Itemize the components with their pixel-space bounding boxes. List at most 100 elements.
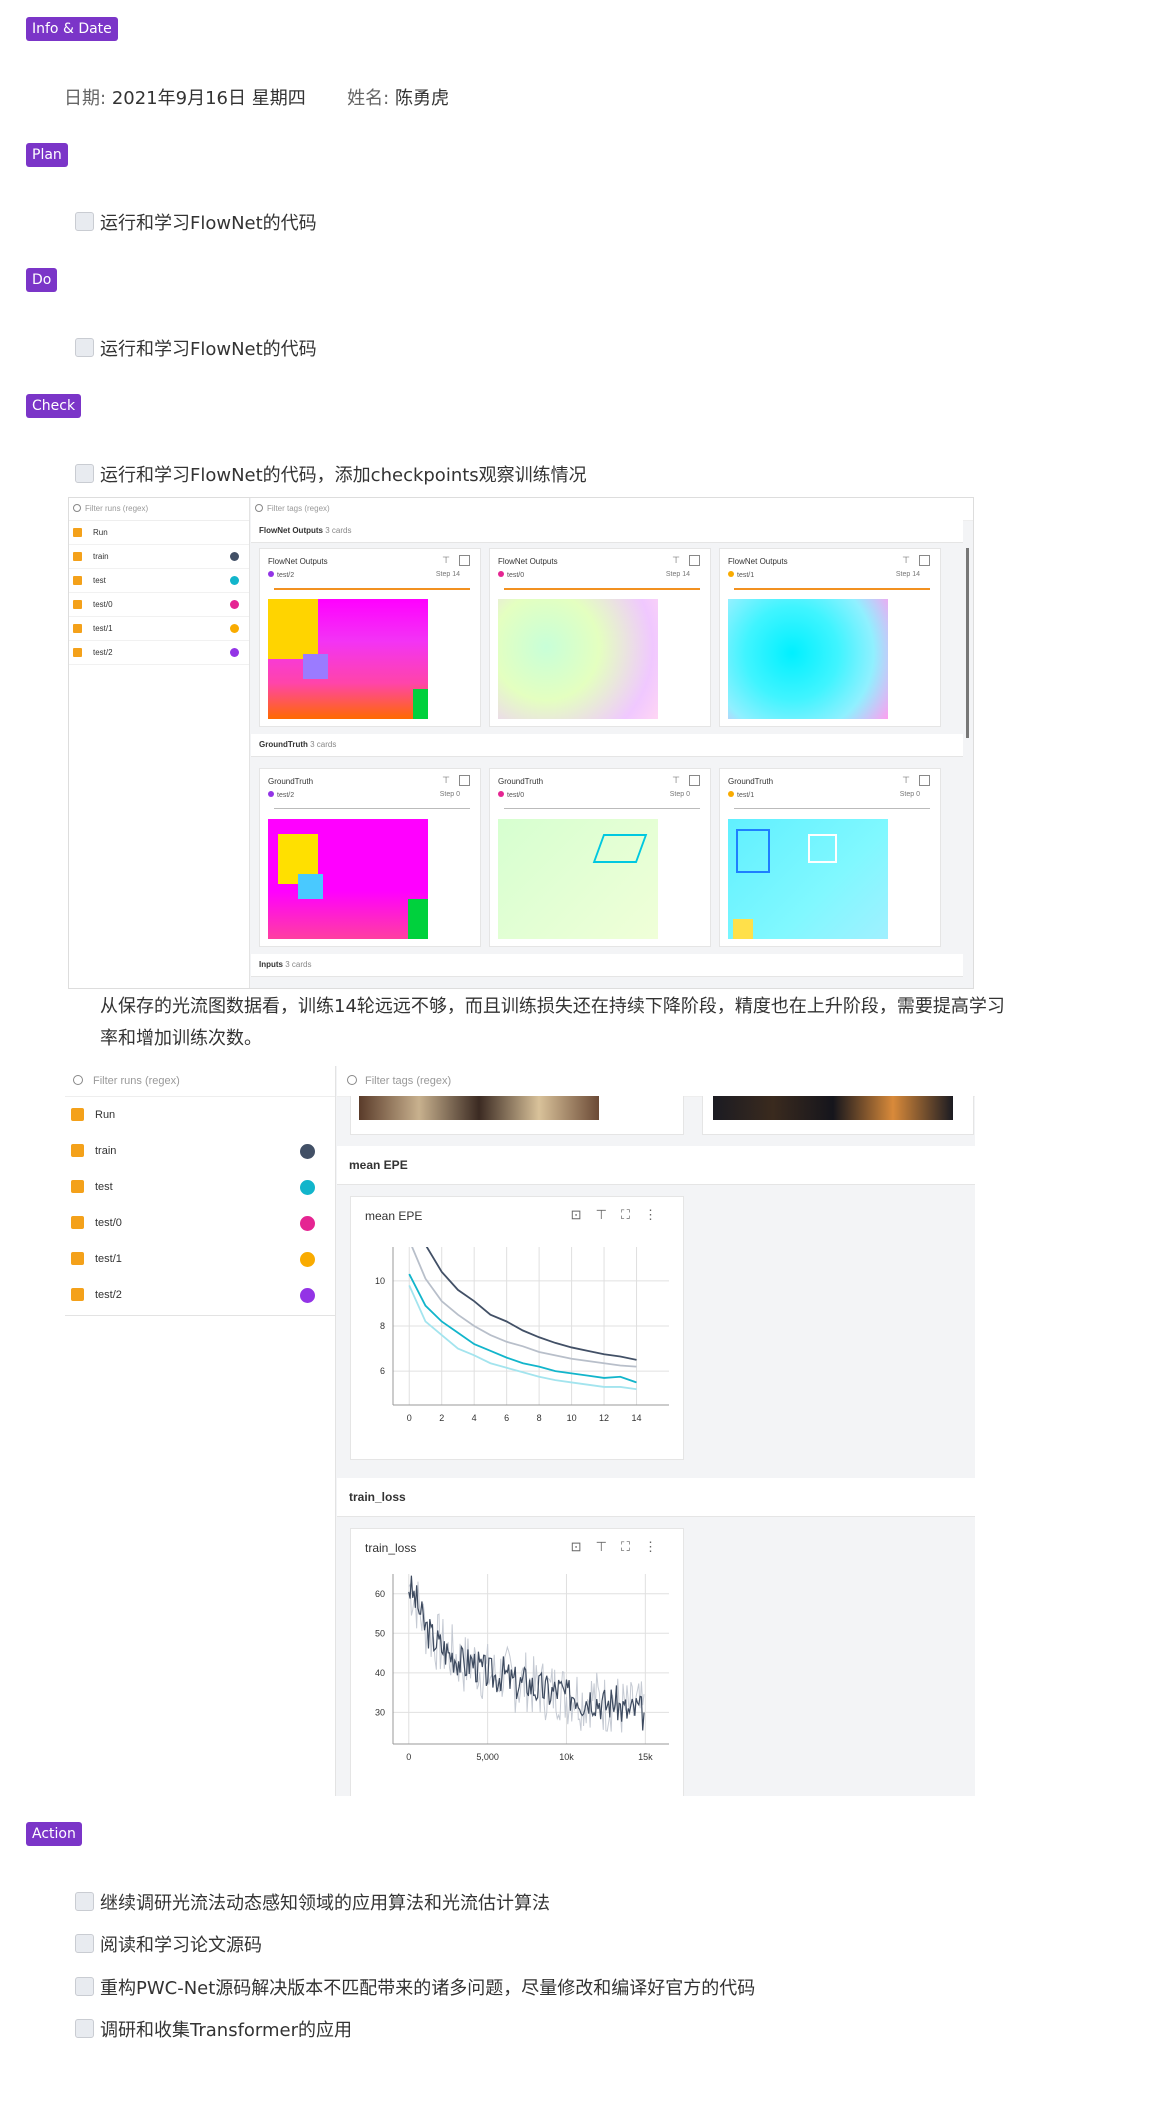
download-icon[interactable]: [459, 555, 470, 566]
step-slider[interactable]: [504, 588, 700, 590]
filter-tags-input[interactable]: Filter tags (regex): [251, 498, 973, 521]
run-row[interactable]: test/2: [69, 641, 249, 665]
run-label: train: [93, 552, 109, 561]
fit-domain-icon[interactable]: ⊡: [570, 1539, 596, 1554]
run-color-dot[interactable]: [230, 576, 239, 585]
mean-epe-chart[interactable]: 0 2 4 6 8 10 12 14 6 8 10: [351, 1237, 683, 1457]
checkbox-checked[interactable]: [73, 552, 82, 561]
pin-icon[interactable]: ⊤: [442, 775, 450, 785]
search-icon: [73, 504, 81, 512]
section-tag-action: Action: [26, 1822, 82, 1846]
section-header-train-loss[interactable]: train_loss: [337, 1478, 975, 1517]
pin-icon[interactable]: ⊤: [595, 1207, 621, 1222]
pin-icon[interactable]: ⊤: [672, 775, 680, 785]
card-step: Step 14: [895, 571, 920, 578]
card-step: Step 14: [435, 571, 460, 578]
checkbox[interactable]: [75, 464, 94, 483]
run-row[interactable]: train: [65, 1133, 335, 1169]
card-run: test/1: [728, 571, 754, 579]
checkbox-checked[interactable]: [71, 1288, 84, 1301]
checkbox[interactable]: [75, 1934, 94, 1953]
checkbox-checked[interactable]: [73, 576, 82, 585]
run-color-dot[interactable]: [300, 1288, 315, 1303]
step-slider[interactable]: [274, 588, 470, 590]
checkbox[interactable]: [75, 212, 94, 231]
pin-icon[interactable]: ⊤: [902, 775, 910, 785]
section-header-inputs[interactable]: Inputs 3 cards: [251, 954, 963, 977]
fit-domain-icon[interactable]: ⊡: [570, 1207, 596, 1222]
checkbox-checked[interactable]: [73, 648, 82, 657]
x-tick-label: 15k: [638, 1752, 653, 1762]
pin-icon[interactable]: ⊤: [672, 555, 680, 565]
fullscreen-icon[interactable]: ⛶: [620, 1207, 644, 1222]
run-row[interactable]: Run: [65, 1097, 335, 1133]
step-slider[interactable]: [504, 808, 700, 809]
fullscreen-icon[interactable]: ⛶: [620, 1539, 644, 1554]
scrollbar[interactable]: [966, 548, 969, 738]
run-color-dot[interactable]: [230, 600, 239, 609]
input-image: [359, 1096, 599, 1120]
checkbox[interactable]: [75, 2019, 94, 2038]
scalar-card-mean-epe: mean EPE ⊡⊤⛶⋮ 0 2 4 6 8 10 12 14 6 8 10: [350, 1196, 684, 1460]
card-toolbar: ⊡⊤⛶⋮: [571, 1207, 671, 1223]
run-row[interactable]: test: [65, 1169, 335, 1205]
run-row[interactable]: test/0: [65, 1205, 335, 1241]
pin-icon[interactable]: ⊤: [902, 555, 910, 565]
checkbox-checked[interactable]: [71, 1108, 84, 1121]
checkbox-checked[interactable]: [73, 624, 82, 633]
download-icon[interactable]: [459, 775, 470, 786]
run-label: test: [93, 576, 106, 585]
x-tick-label: 12: [599, 1413, 609, 1423]
checkbox-checked[interactable]: [71, 1180, 84, 1193]
section-header-mean-epe[interactable]: mean EPE: [337, 1146, 975, 1185]
run-color-dot[interactable]: [230, 624, 239, 633]
flow-output-image: [728, 599, 888, 719]
run-row[interactable]: Run: [69, 521, 249, 545]
filter-runs-placeholder: Filter runs (regex): [93, 1075, 180, 1087]
step-slider[interactable]: [734, 588, 930, 590]
checkbox-checked[interactable]: [73, 600, 82, 609]
run-label: test/2: [95, 1289, 122, 1301]
pin-icon[interactable]: ⊤: [595, 1539, 621, 1554]
filter-tags-placeholder: Filter tags (regex): [267, 504, 330, 513]
run-color-dot[interactable]: [230, 552, 239, 561]
run-row[interactable]: test/0: [69, 593, 249, 617]
date-value: 2021年9月16日 星期四: [111, 88, 306, 109]
step-slider[interactable]: [274, 808, 470, 809]
section-header-groundtruth[interactable]: GroundTruth 3 cards: [251, 734, 963, 757]
run-row[interactable]: test/2: [65, 1277, 335, 1313]
more-icon[interactable]: ⋮: [644, 1539, 671, 1554]
checkbox[interactable]: [75, 338, 94, 357]
main-panel: Filter tags (regex) mean EPE mean EPE ⊡⊤…: [337, 1066, 975, 1796]
filter-runs-input[interactable]: Filter runs (regex): [65, 1066, 335, 1097]
run-row[interactable]: test: [69, 569, 249, 593]
train-loss-chart[interactable]: 0 5,000 10k 15k 30 40 50 60: [351, 1569, 683, 1794]
check-paragraph: 从保存的光流图数据看，训练14轮远远不够，而且训练损失还在持续下降阶段，精度也在…: [100, 996, 1005, 1049]
checkbox[interactable]: [75, 1892, 94, 1911]
pin-icon[interactable]: ⊤: [442, 555, 450, 565]
run-color-dot[interactable]: [300, 1180, 315, 1195]
step-slider[interactable]: [734, 808, 930, 809]
download-icon[interactable]: [919, 555, 930, 566]
run-row[interactable]: test/1: [65, 1241, 335, 1277]
run-row[interactable]: train: [69, 545, 249, 569]
main-panel: Filter tags (regex) FlowNet Outputs 3 ca…: [251, 498, 973, 988]
filter-tags-input[interactable]: Filter tags (regex): [337, 1066, 975, 1097]
checkbox-checked[interactable]: [71, 1252, 84, 1265]
run-color-dot[interactable]: [300, 1216, 315, 1231]
checkbox[interactable]: [75, 1977, 94, 1996]
checkbox-checked[interactable]: [73, 528, 82, 537]
download-icon[interactable]: [919, 775, 930, 786]
download-icon[interactable]: [689, 775, 700, 786]
section-header-flownet-outputs[interactable]: FlowNet Outputs 3 cards: [251, 520, 963, 543]
card-step: Step 0: [439, 791, 460, 798]
checkbox-checked[interactable]: [71, 1216, 84, 1229]
checkbox-checked[interactable]: [71, 1144, 84, 1157]
filter-runs-input[interactable]: Filter runs (regex): [69, 498, 249, 521]
run-color-dot[interactable]: [230, 648, 239, 657]
download-icon[interactable]: [689, 555, 700, 566]
more-icon[interactable]: ⋮: [644, 1207, 671, 1222]
run-color-dot[interactable]: [300, 1252, 315, 1267]
run-color-dot[interactable]: [300, 1144, 315, 1159]
run-row[interactable]: test/1: [69, 617, 249, 641]
